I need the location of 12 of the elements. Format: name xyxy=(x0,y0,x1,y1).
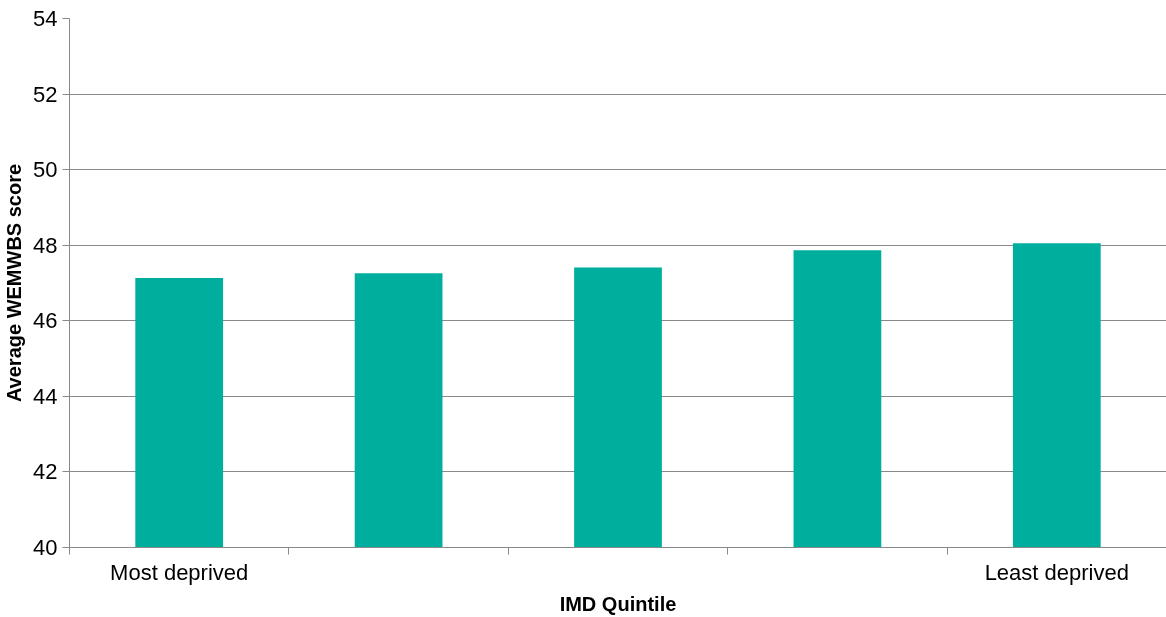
y-tick-label: 44 xyxy=(33,383,58,409)
x-tick-label: Least deprived xyxy=(984,559,1129,585)
y-tick-label: 50 xyxy=(33,157,58,183)
x-tick-label: Most deprived xyxy=(110,559,249,585)
y-tick-label: 54 xyxy=(33,6,58,31)
y-tick-label: 42 xyxy=(33,459,58,485)
y-tick-label: 40 xyxy=(33,535,58,560)
y-tick-label: 46 xyxy=(33,308,58,334)
x-axis-title: IMD Quintile xyxy=(559,592,677,615)
y-tick-label: 52 xyxy=(33,81,58,107)
y-tick-label: 48 xyxy=(33,232,58,258)
y-axis-title: Average WEMWBS score xyxy=(3,163,26,403)
